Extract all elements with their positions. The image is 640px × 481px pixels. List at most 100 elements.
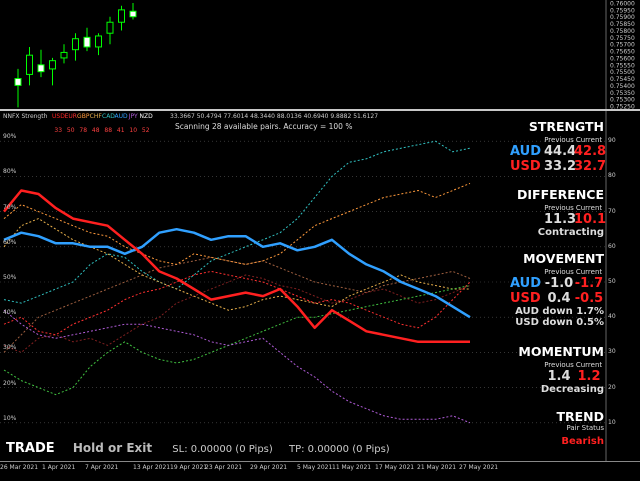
left-level-label: 60% [3,238,17,246]
strength-panel: STRENGTH Previous Current AUD 44.442.8 USD… [492,119,607,174]
currency-value: 10 [129,127,138,134]
movement-current-label: Current [575,268,603,276]
time-axis-label: 13 Apr 2021 [133,464,171,471]
series-line-chf [3,218,470,311]
momentum-previous-label: Previous [544,361,574,369]
momentum-panel: MOMENTUM Previous Current 1.4 1.2 Decreasi… [492,344,604,395]
price-axis-label: 0.75600 [610,55,635,62]
right-level-label: 20 [608,383,616,391]
currency-value: 78 [79,127,88,134]
momentum-current-label: Current [575,361,603,369]
difference-panel: DIFFERENCE Previous Current 11.310.1 Cont… [492,187,607,238]
candle-body [95,35,102,48]
price-axis-label: 0.75250 [610,104,635,110]
trend-title: TREND [556,409,604,424]
movement-title: MOVEMENT [523,251,604,266]
currency-code: EUR [64,113,77,120]
pane-divider[interactable] [0,109,640,111]
candle-body [14,78,22,86]
time-axis-label: 7 Apr 2021 [85,464,119,471]
scan-status: Scanning 28 available pairs. Accuracy = … [175,122,353,131]
right-level-label: 70 [608,207,616,215]
candlestick-chart[interactable]: 0.760000.759500.759000.758500.758000.757… [0,0,640,111]
movement-panel: MOVEMENT Previous Current AUD -1.0 -1.7 USD… [492,251,604,328]
currency-value: 41 [116,127,125,134]
strength-usd-code: USD [510,159,541,174]
trend-value: Bearish [561,436,604,447]
trend-panel: TREND Pair Status Bearish [492,409,604,447]
difference-title: DIFFERENCE [517,187,604,202]
trade-bar: TRADE Hold or Exit SL: 0.00000 (0 Pips) … [6,441,390,456]
currency-value: 88 [104,127,113,134]
strength-aud-previous: 44.4 [544,144,577,159]
series-line-aud [3,227,471,319]
price-axis-label: 0.75350 [610,90,635,97]
candle-body [37,64,45,73]
stop-loss-info: SL: 0.00000 (0 Pips) [172,444,273,455]
difference-status: Contracting [537,227,604,238]
series-line-jpy [3,309,471,424]
currency-code: CAD [102,113,115,120]
time-axis-label: 5 May 2021 [297,464,333,471]
series-line-gbp [3,182,471,265]
price-axis-label: 0.76000 [610,1,635,8]
movement-usd-current: -0.5 [574,291,604,306]
strength-line-chart [0,111,607,461]
time-axis-label: 26 Mar 2021 [0,464,39,471]
right-level-label: 10 [608,418,616,426]
take-profit-info: TP: 0.00000 (0 Pips) [288,444,390,455]
price-axis-label: 0.75550 [610,62,635,69]
raw-strength-values: 33.3667 50.4794 77.6014 48.3440 88.0136 … [170,113,379,120]
candle-body [72,38,79,51]
time-axis-label: 29 Apr 2021 [250,464,288,471]
currency-code: NZD [139,113,153,120]
series-line-eur [3,270,471,336]
strength-usd-current: 32.7 [574,159,607,174]
price-axis-label: 0.75900 [610,14,635,21]
series-line-usd [3,189,470,344]
currency-code: JPY [128,113,138,120]
momentum-previous: 1.4 [547,369,571,384]
currency-code: GBP [77,113,90,120]
left-level-label: 10% [3,414,17,422]
difference-previous-label: Previous [544,204,574,212]
candle-body [49,60,56,70]
right-level-label: 90 [608,137,616,145]
price-axis-label: 0.75750 [610,35,635,42]
difference-current: 10.1 [574,212,607,227]
currency-value: 52 [141,127,150,134]
momentum-status: Decreasing [540,384,604,395]
series-line-nzd [3,285,471,396]
price-chart-pane[interactable]: 0.76000 0.75950 0.75900 0.75850 0.75800 0.757… [0,0,640,111]
time-axis-label: 27 May 2021 [459,464,499,471]
time-axis: 26 Mar 2021 1 Apr 2021 7 Apr 2021 13 Apr 20… [0,461,640,481]
indicator-name: NNFX Strength [3,113,48,120]
background-strength-line [3,274,471,353]
time-axis-label: 1 Apr 2021 [42,464,76,471]
strength-aud-code: AUD [510,144,542,159]
movement-aud-previous: -1.0 [544,276,574,291]
left-level-label: 80% [3,168,17,176]
movement-aud-current: -1.7 [574,276,604,291]
left-level-label: 20% [3,379,17,387]
movement-aud-note: AUD down 1.7% [515,306,604,317]
movement-aud-code: AUD [510,276,542,291]
currency-value: 33 [54,127,63,134]
right-level-label: 60 [608,242,616,250]
candle-body [129,10,137,18]
trade-action: Hold or Exit [72,441,153,455]
series-line-cad [3,140,471,304]
price-axis-label: 0.75650 [610,49,635,56]
background-strength-line [3,256,471,353]
price-axis-label: 0.75450 [610,76,635,83]
currency-code: USD [52,113,65,120]
right-level-label: 40 [608,313,616,321]
left-level-label: 30% [3,344,17,352]
momentum-current: 1.2 [577,369,601,384]
right-level-label: 30 [608,348,616,356]
price-axis-label: 0.75500 [610,69,635,76]
currency-code: CHF [89,113,102,120]
currency-legend-values: 33 50 78 48 88 41 10 52 [52,127,152,134]
strength-indicator-pane[interactable]: NNFX Strength USDEURGBPCHFCADAUDJPY NZD 3… [0,111,640,480]
right-level-label: 50 [608,278,616,285]
